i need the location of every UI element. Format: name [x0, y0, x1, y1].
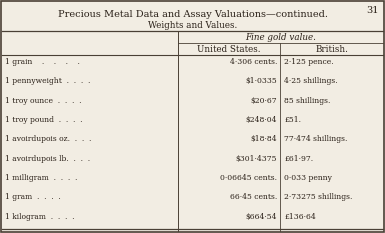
Text: 2·125 pence.: 2·125 pence. [284, 58, 334, 66]
Text: $1·0335: $1·0335 [245, 77, 277, 85]
Text: £51.: £51. [284, 116, 301, 124]
Text: 66·45 cents.: 66·45 cents. [230, 193, 277, 201]
Text: 4·306 cents.: 4·306 cents. [229, 58, 277, 66]
Text: 1 gram  .  .  .  .: 1 gram . . . . [5, 193, 61, 201]
Text: Weights and Values.: Weights and Values. [148, 21, 237, 30]
Text: 1 avoirdupois lb.  .  .  .: 1 avoirdupois lb. . . . [5, 155, 90, 163]
Text: £136·64: £136·64 [284, 213, 316, 221]
Text: British.: British. [315, 45, 348, 54]
Text: $301·4375: $301·4375 [236, 155, 277, 163]
Text: 77·474 shillings.: 77·474 shillings. [284, 135, 347, 143]
Text: $248·04: $248·04 [246, 116, 277, 124]
Text: $20·67: $20·67 [250, 97, 277, 105]
Text: $18·84: $18·84 [250, 135, 277, 143]
Text: $664·54: $664·54 [246, 213, 277, 221]
Text: 85 shillings.: 85 shillings. [284, 97, 330, 105]
Text: 1 milligram  .  .  .  .: 1 milligram . . . . [5, 174, 77, 182]
Text: 0·06645 cents.: 0·06645 cents. [220, 174, 277, 182]
Text: 1 pennyweight  .  .  .  .: 1 pennyweight . . . . [5, 77, 90, 85]
Text: 1 avoirdupois oz.  .  .  .: 1 avoirdupois oz. . . . [5, 135, 91, 143]
Text: 1 grain    .    .    .    .: 1 grain . . . . [5, 58, 80, 66]
Text: Precious Metal Data and Assay Valuations—continued.: Precious Metal Data and Assay Valuations… [57, 10, 328, 19]
Text: 1 troy ounce  .  .  .  .: 1 troy ounce . . . . [5, 97, 82, 105]
Text: Fine gold value.: Fine gold value. [245, 33, 316, 42]
Text: 4·25 shillings.: 4·25 shillings. [284, 77, 338, 85]
Text: £61·97.: £61·97. [284, 155, 313, 163]
Text: 31: 31 [367, 6, 379, 15]
Text: 2·73275 shillings.: 2·73275 shillings. [284, 193, 352, 201]
Text: 1 troy pound  .  .  .  .: 1 troy pound . . . . [5, 116, 82, 124]
Text: United States.: United States. [197, 45, 261, 54]
Text: 0·033 penny: 0·033 penny [284, 174, 332, 182]
Text: 1 kilogram  .  .  .  .: 1 kilogram . . . . [5, 213, 75, 221]
